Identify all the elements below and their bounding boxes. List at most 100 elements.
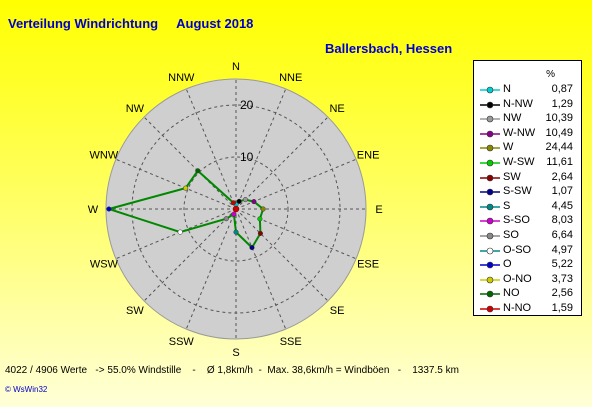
ring-label-20: 20 [240,98,254,112]
legend-direction: S-SW [503,185,532,198]
legend-value: 1,59 [551,302,573,314]
direction-label-S: S [232,347,239,359]
legend-item: S 4,45 [474,200,581,215]
legend-swatch-icon [480,247,500,254]
legend-swatch-icon [480,276,500,284]
data-point-SE [257,230,263,236]
grid-spoke-SSE [235,208,287,330]
data-point-NW [195,168,201,174]
grid-spoke-ENE [235,158,357,210]
direction-label-NNW: NNW [168,72,195,84]
legend-swatch-icon [480,145,500,152]
legend-value: 10,39 [545,112,573,125]
legend-swatch-icon [480,188,500,196]
legend-value: 0,87 [551,83,573,95]
direction-label-WNW: WNW [90,149,119,161]
legend-swatch-icon [480,174,500,181]
direction-label-ENE: ENE [357,149,380,161]
grid-spoke-SSW [185,208,237,330]
data-point-ENE [251,199,257,205]
direction-label-E: E [375,204,382,216]
title-month: August 2018 [176,16,254,31]
legend-swatch-icon [480,261,500,269]
legend-direction: W [503,141,514,154]
legend-item: SW 2,64 [474,171,581,186]
grid-spoke-WSW [115,208,237,260]
legend-direction: NW [503,112,522,125]
legend-direction: O-NO [503,272,532,285]
legend-value: 3,73 [551,272,573,285]
legend-item: NW 10,39 [474,112,581,127]
direction-label-WSW: WSW [90,259,119,271]
title-text: Verteilung Windrichtung [8,16,159,31]
legend-direction: O [503,258,512,271]
legend-value: 1,07 [551,185,573,198]
legend-value: 2,56 [551,287,573,300]
station-location: Ballersbach, Hessen [325,41,453,56]
legend-item: S-SW 1,07 [474,185,581,200]
data-point-E [260,206,266,212]
data-point-SW [223,216,229,222]
legend-direction: NO [503,287,520,300]
legend-item: N-NO 1,59 [474,302,581,317]
legend-value: 5,22 [551,258,573,271]
legend-value: 6,64 [551,229,573,241]
legend-item: W 24,44 [474,141,581,156]
legend-unit: % [546,69,555,80]
legend-direction: SW [503,170,521,183]
grid-spoke-WNW [115,158,237,210]
legend-direction: N-NO [503,302,532,314]
legend-value: 2,64 [551,170,573,183]
legend-value: 24,44 [545,141,573,154]
grid-ring-10 [183,156,289,262]
grid-spoke-NE [235,116,329,210]
direction-label-N: N [232,61,240,73]
legend-item: O 5,22 [474,258,581,273]
legend: % N 0,87 N-NW 1,29 NW 10,39 W-NW 10,49 W 24,44 W-S… [473,60,582,316]
legend-swatch-icon [480,115,500,123]
footer-credit: © WsWin32 [5,385,48,394]
data-point-WSW [177,229,183,235]
legend-value: 4,97 [551,243,573,256]
grid-spoke-SW [143,208,237,302]
direction-label-SW: SW [126,305,144,317]
direction-label-W: W [88,204,99,216]
grid-spoke-ESE [235,208,357,260]
legend-direction: SO [503,229,519,241]
direction-label-ESE: ESE [357,259,379,271]
legend-item: W-NW 10,49 [474,127,581,142]
data-point-WNW [183,185,189,191]
legend-swatch-icon [480,159,500,167]
direction-label-NW: NW [126,103,145,115]
legend-item: S-SO 8,03 [474,214,581,229]
legend-direction: W-SW [503,156,535,168]
grid-spoke-NNE [235,88,287,210]
legend-item: N 0,87 [474,83,581,98]
grid-spoke-NNW [185,88,237,210]
footer-stats: 4022 / 4906 Werte -> 55.0% Windstille - … [5,365,459,376]
center-marker [232,205,240,213]
legend-swatch-icon [480,291,500,298]
legend-item: O-SO 4,97 [474,244,581,259]
legend-swatch-icon [480,130,500,138]
legend-swatch-icon [480,232,500,240]
grid-spoke-SE [235,208,329,302]
chart-title: Verteilung Windrichtung August 2018 [8,16,253,31]
legend-direction: S-SO [503,214,530,227]
data-point-NNW [230,200,236,206]
data-point-SSW [231,211,237,217]
legend-swatch-icon [480,203,500,211]
grid-spoke-NW [143,116,237,210]
legend-swatch-icon [480,218,500,225]
legend-direction: N-NW [503,97,533,110]
direction-label-SSW: SSW [169,336,195,348]
legend-value: 8,03 [551,214,573,227]
legend-value: 4,45 [551,199,573,212]
legend-direction: W-NW [503,126,536,139]
legend-direction: O-SO [503,243,532,256]
legend-swatch-icon [480,86,500,94]
legend-direction: S [503,199,511,212]
direction-label-NNE: NNE [279,72,302,84]
legend-item: O-NO 3,73 [474,273,581,288]
legend-value: 1,29 [551,97,573,110]
